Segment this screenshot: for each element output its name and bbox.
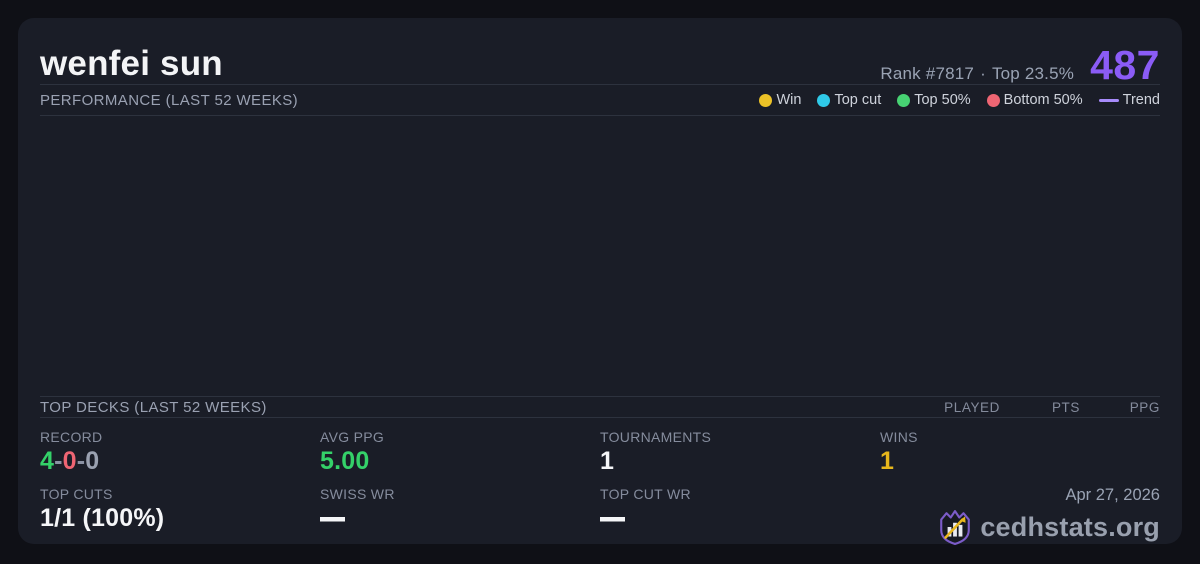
top-50-dot-icon [897,93,911,107]
legend-label-top-cut: Top cut [834,92,882,108]
column-header-played: PLAYED [944,399,1000,415]
stat-avg-ppg: AVG PPG 5.00 [320,429,600,481]
top-decks-top-divider [40,396,1160,397]
page-title: wenfei sun [40,43,223,83]
brand-text: cedhstats.org [980,511,1160,542]
record-losses: 0 [62,447,77,475]
performance-section-title: PERFORMANCE (LAST 52 WEEKS) [40,91,299,109]
legend-item-win: Win [759,92,801,108]
legend-label-top-50: Top 50% [914,92,971,108]
top-decks-section-title: TOP DECKS (LAST 52 WEEKS) [40,398,267,416]
stat-top-cut-wr: TOP CUT WR — [600,486,880,544]
stat-record-label: RECORD [40,429,103,445]
stats-grid: RECORD 4-0-0 TOP CUTS 1/1 (100%) AVG PPG… [40,418,1161,545]
stat-wins-label: WINS [880,429,918,445]
top-decks-header-row: TOP DECKS (LAST 52 WEEKS) PLAYED PTS PPG [40,397,1160,417]
stat-record: RECORD 4-0-0 [40,429,320,481]
stat-swiss-wr: SWISS WR — [320,486,600,544]
column-header-ppg: PPG [1129,399,1160,415]
stat-top-cuts: TOP CUTS 1/1 (100%) [40,486,320,544]
stat-wins-value: 1 [880,447,895,475]
stat-tournaments-value: 1 [600,447,615,475]
stat-avg-ppg-label: AVG PPG [320,429,385,445]
stats-column-4: WINS 1 Apr 27, 2026 cedhstats.org [880,424,1161,545]
top-decks-column-headers: PLAYED PTS PPG [920,400,1160,415]
stats-column-3: TOURNAMENTS 1 TOP CUT WR — [600,424,880,544]
legend-label-trend: Trend [1122,92,1160,108]
stat-avg-ppg-value: 5.00 [320,447,370,475]
legend-item-trend: Trend [1098,92,1160,108]
legend-label-bottom-50: Bottom 50% [1003,92,1083,108]
stat-top-cuts-label: TOP CUTS [40,486,113,502]
stat-top-cut-wr-value: — [600,504,625,532]
stat-tournaments-label: TOURNAMENTS [600,429,712,445]
performance-header-row: PERFORMANCE (LAST 52 WEEKS) Win Top cut … [40,85,1160,115]
bottom-50-dot-icon [986,93,1000,107]
cedhstats-logo-icon [940,510,971,545]
record-sep-1: - [54,447,63,475]
chart-legend: Win Top cut Top 50% Bottom 50% Trend [759,92,1160,108]
legend-item-top-50: Top 50% [897,92,971,108]
player-stats-card: wenfei sun Rank #7817 · Top 23.5% 487 PERF… [18,18,1182,545]
top-cut-dot-icon [817,93,831,107]
record-draws: 0 [85,447,100,475]
header-divider [40,84,1160,85]
rank-summary: Rank #7817 · Top 23.5% 487 [880,42,1160,88]
card-footer: Apr 27, 2026 cedhstats.org [880,481,1161,545]
rank-label: Rank #7817 [880,64,975,83]
rank-text: Rank #7817 · Top 23.5% [880,64,1074,84]
stats-column-2: AVG PPG 5.00 SWISS WR — [320,424,600,544]
stat-wins: WINS 1 [880,429,1160,481]
performance-divider [40,115,1160,116]
record-wins: 4 [40,447,55,475]
legend-label-win: Win [776,92,802,108]
top-percent-label: Top 23.5% [991,64,1075,83]
record-sep-2: - [76,447,86,475]
player-score: 487 [1090,42,1160,88]
legend-item-top-cut: Top cut [817,92,881,108]
win-dot-icon [759,93,773,107]
stat-swiss-wr-value: — [320,504,345,532]
footer-date: Apr 27, 2026 [1065,486,1161,504]
rank-separator: · [980,64,986,83]
stat-top-cuts-value: 1/1 (100%) [40,504,165,532]
brand-row[interactable]: cedhstats.org [938,509,1160,545]
stat-record-value: 4-0-0 [40,448,320,475]
stat-swiss-wr-label: SWISS WR [320,486,395,502]
trend-line-icon [1098,98,1119,102]
stat-tournaments: TOURNAMENTS 1 [600,429,880,481]
stats-column-1: RECORD 4-0-0 TOP CUTS 1/1 (100%) [40,424,320,544]
stat-top-cut-wr-label: TOP CUT WR [600,486,691,502]
legend-item-bottom-50: Bottom 50% [986,92,1083,108]
column-header-pts: PTS [1051,399,1080,415]
card-header: wenfei sun Rank #7817 · Top 23.5% 487 [40,18,1160,88]
performance-chart [40,116,1160,396]
top-decks-bottom-divider [40,417,1160,418]
